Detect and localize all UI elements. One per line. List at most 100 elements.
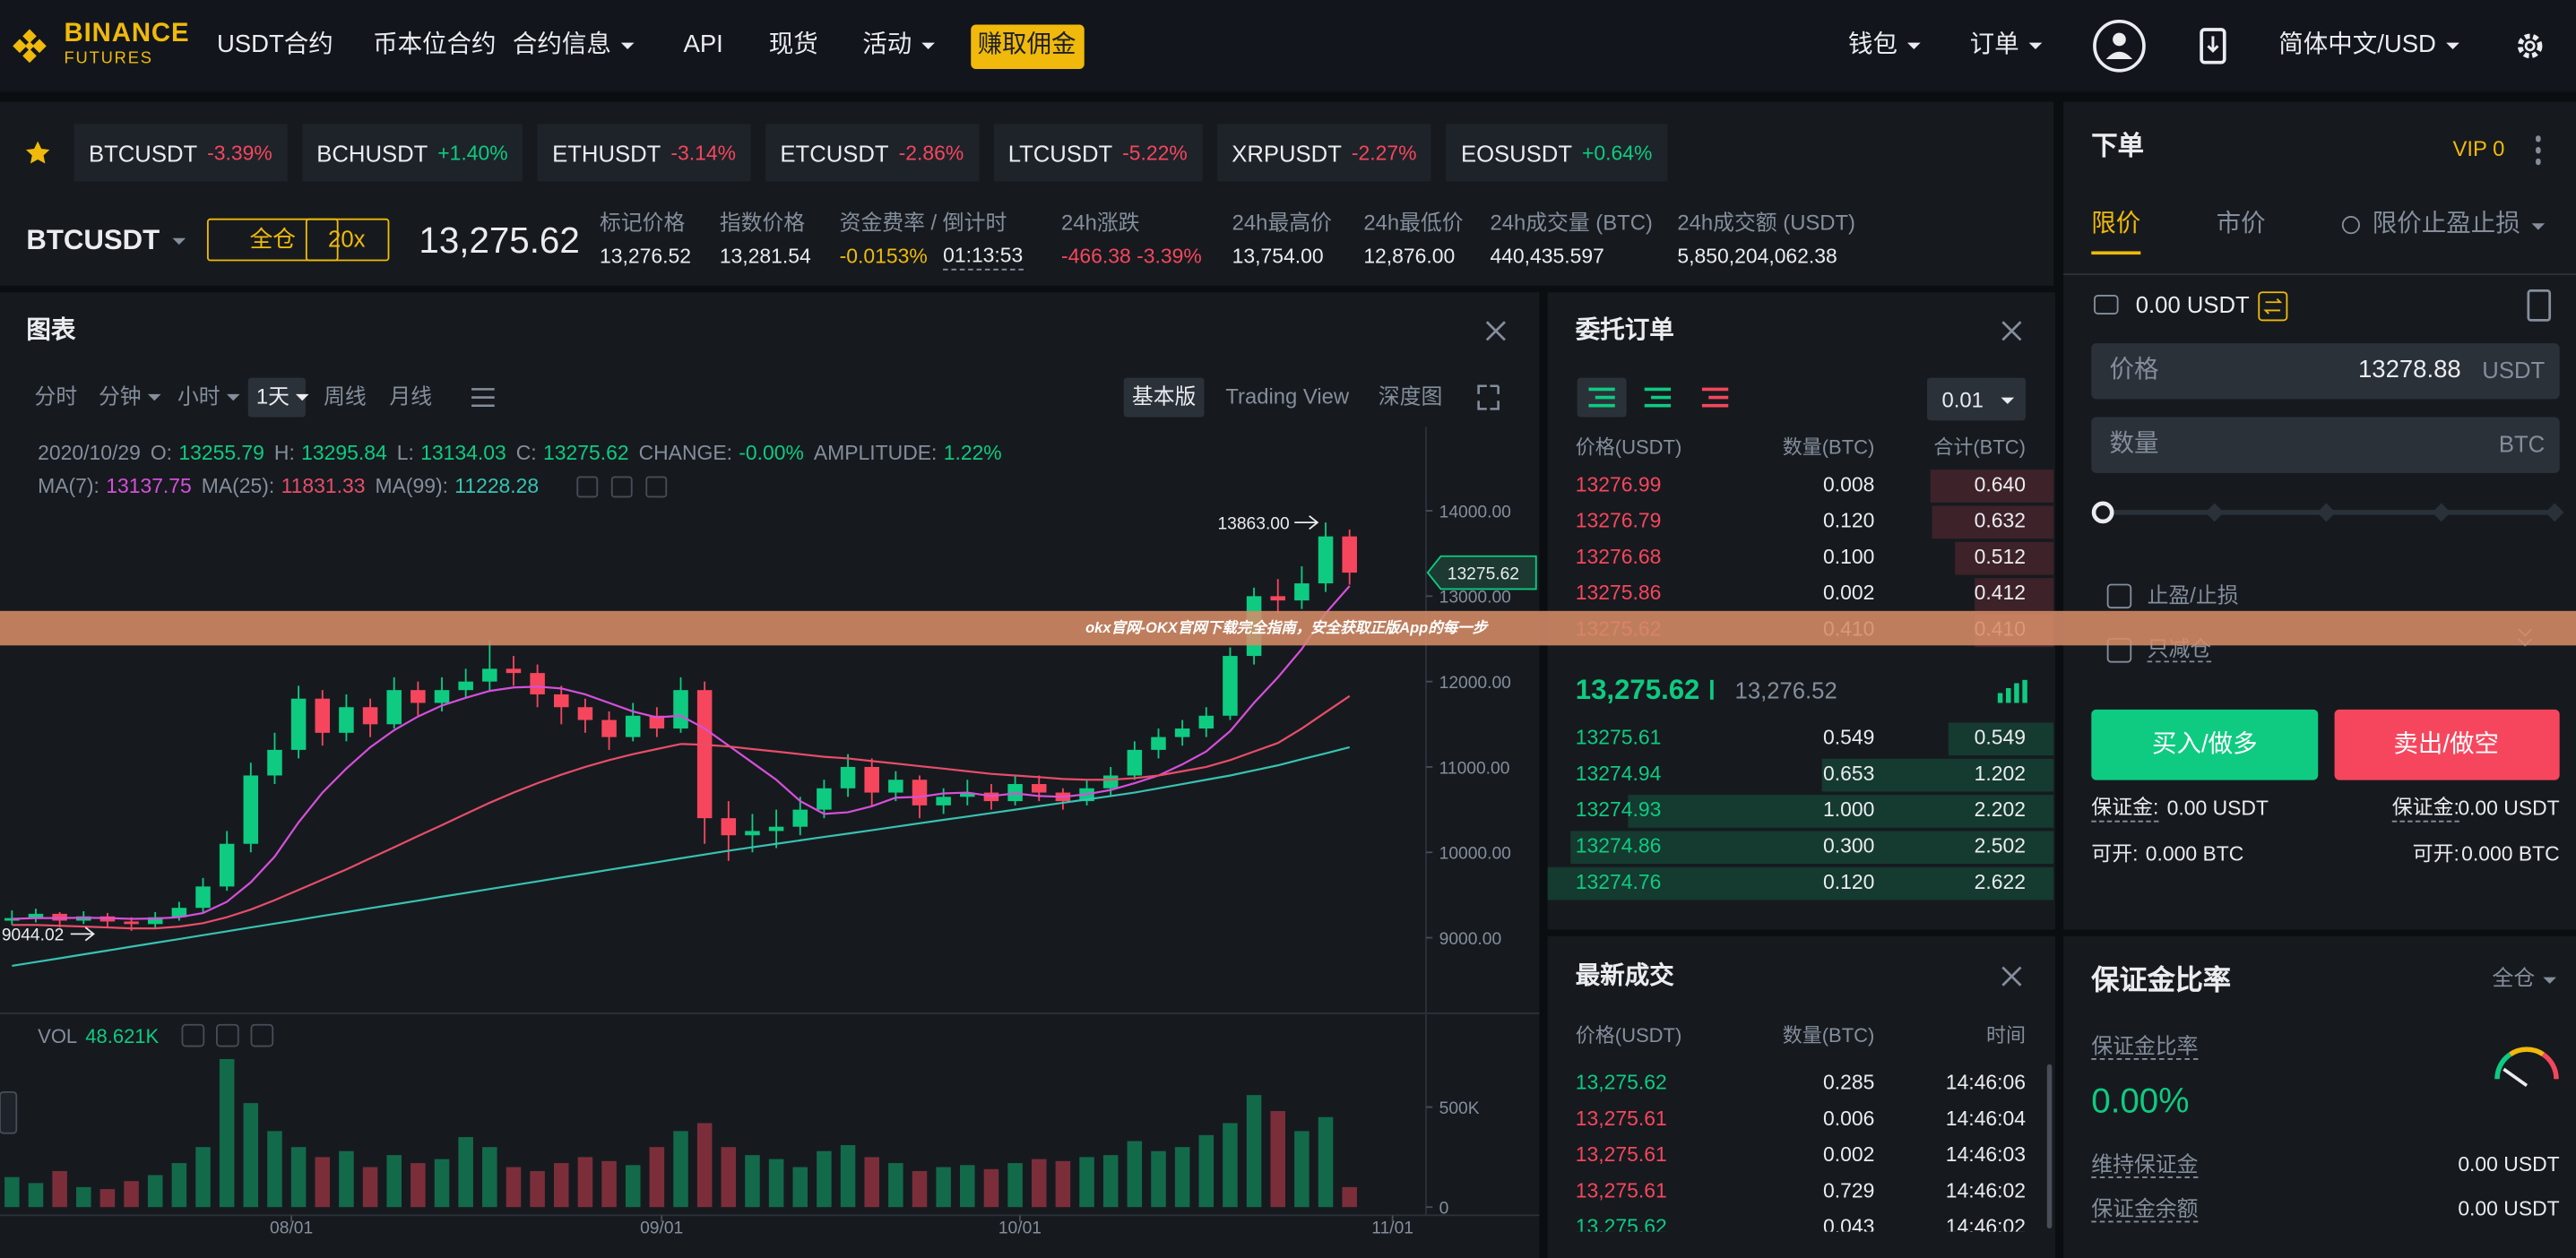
margin-mode-box[interactable] — [206, 218, 339, 262]
book-price[interactable]: 13275.86 — [1575, 582, 1662, 605]
nav-item[interactable]: 订单 — [1969, 30, 2019, 59]
option-label[interactable]: 止盈/止损 — [2147, 582, 2239, 607]
book-price[interactable]: 13275.61 — [1575, 726, 1662, 750]
interval-option[interactable]: 月线 — [389, 383, 433, 409]
indicator-icon — [471, 388, 495, 408]
ticker-symbol[interactable]: ETHUSDT — [552, 139, 661, 167]
volume-bar — [1198, 1134, 1215, 1208]
sell-button[interactable] — [2334, 709, 2560, 780]
promo-badge[interactable] — [971, 24, 1085, 69]
order-type-tab[interactable]: 限价 — [2091, 210, 2141, 238]
quantity-input[interactable] — [2091, 417, 2560, 473]
ticker-symbol[interactable]: BCHUSDT — [316, 139, 428, 167]
book-price[interactable]: 13274.94 — [1575, 762, 1662, 786]
interval-option[interactable]: 1天 — [255, 383, 290, 409]
ticker-change[interactable]: +0.64% — [1582, 141, 1653, 165]
book-price[interactable]: 13274.86 — [1575, 834, 1662, 858]
volume-bar — [506, 1167, 522, 1208]
calculator-icon[interactable] — [2527, 289, 2552, 322]
price-input[interactable] — [2091, 343, 2560, 400]
ticker-change[interactable]: -5.22% — [1122, 141, 1188, 165]
order-type-tab[interactable]: 限价止盈止损 — [2372, 210, 2520, 238]
ticker[interactable]: XRPUSDT -2.27% — [1216, 124, 1431, 182]
book-price[interactable]: 13276.79 — [1575, 509, 1662, 533]
precision-value[interactable]: 0.01 — [1941, 387, 1984, 412]
candle-body — [530, 673, 545, 694]
ticker[interactable]: ETCUSDT -2.86% — [765, 124, 979, 182]
nav-item[interactable]: 活动 — [862, 30, 912, 59]
nav-item[interactable]: 币本位合约 — [373, 30, 497, 59]
volume-bar — [1031, 1159, 1047, 1208]
margin-mode[interactable]: 全仓 — [2492, 965, 2536, 990]
interval-option[interactable]: 分钟 — [98, 383, 142, 409]
book-price[interactable]: 13274.76 — [1575, 870, 1662, 894]
ticker[interactable]: BTCUSDT -3.39% — [73, 124, 288, 182]
language-select[interactable]: 简体中文/USD — [2278, 30, 2436, 59]
candle-body — [817, 788, 832, 810]
book-mode-both[interactable] — [1588, 387, 1615, 408]
ticker-symbol[interactable]: LTCUSDT — [1007, 139, 1113, 167]
candle-body — [267, 749, 282, 776]
leverage[interactable]: 20x — [328, 225, 366, 252]
order-type-tab[interactable]: 市价 — [2216, 210, 2266, 238]
nav-item[interactable]: 合约信息 — [512, 30, 611, 59]
ma-line — [12, 745, 1351, 968]
promo-text[interactable]: 赚取佣金 — [977, 30, 1076, 59]
ticker[interactable]: EOSUSDT +0.64% — [1446, 124, 1667, 182]
view-option[interactable]: Trading View — [1225, 383, 1350, 409]
info-icon — [2341, 216, 2360, 235]
ticker-symbol[interactable]: BTCUSDT — [88, 139, 198, 167]
book-price[interactable]: 13276.68 — [1575, 545, 1662, 569]
ticker-change[interactable]: -3.14% — [670, 141, 736, 165]
book-mode-bids[interactable] — [1644, 387, 1672, 408]
ticker[interactable]: BCHUSDT +1.40% — [301, 124, 523, 182]
view-option[interactable]: 深度图 — [1378, 383, 1443, 409]
nav-item[interactable]: 钱包 — [1848, 30, 1898, 59]
legend-toggle[interactable] — [576, 476, 599, 498]
buy-button[interactable] — [2091, 709, 2319, 780]
checkbox[interactable] — [2106, 583, 2132, 609]
book-price[interactable]: 13276.99 — [1575, 473, 1662, 496]
ticker-change[interactable]: -3.39% — [207, 141, 272, 165]
ticker[interactable]: ETHUSDT -3.14% — [537, 124, 751, 182]
margin-mode[interactable]: 全仓 — [249, 225, 296, 252]
interval-option[interactable]: 周线 — [324, 383, 367, 409]
interval-option[interactable]: 分时 — [34, 383, 78, 409]
candle-body — [124, 921, 139, 925]
symbol[interactable]: BTCUSDT — [26, 224, 160, 256]
view-active[interactable] — [1123, 377, 1205, 418]
book-total: 2.502 — [1974, 834, 2026, 858]
input-value[interactable]: 13278.88 — [2357, 356, 2461, 384]
avatar-icon — [2093, 19, 2146, 73]
ticker-change[interactable]: -2.86% — [898, 141, 964, 165]
buy-button-label[interactable]: 买入/做多 — [2151, 730, 2258, 759]
stat-label: 24h成交量 (BTC) — [1490, 210, 1653, 235]
precision-select[interactable] — [1927, 377, 2026, 421]
candle-body — [28, 913, 44, 918]
ticker-symbol[interactable]: EOSUSDT — [1460, 139, 1573, 167]
ticker-change[interactable]: +1.40% — [437, 141, 508, 165]
ticker-symbol[interactable]: XRPUSDT — [1232, 139, 1342, 167]
sell-button-label[interactable]: 卖出/做空 — [2393, 730, 2500, 759]
scrollbar — [2046, 1064, 2053, 1229]
ticker-change[interactable]: -2.27% — [1351, 141, 1417, 165]
book-qty: 0.653 — [1823, 762, 1875, 786]
volume-bar — [1151, 1150, 1166, 1208]
view-option[interactable]: 基本版 — [1131, 383, 1197, 409]
nav-item[interactable]: USDT合约 — [216, 30, 333, 59]
column-header: 价格(USDT) — [1575, 435, 1682, 460]
input-unit: USDT — [2482, 357, 2546, 383]
book-price[interactable]: 13274.93 — [1575, 798, 1662, 822]
nav-item[interactable]: API — [683, 30, 723, 59]
ticker-symbol[interactable]: ETCUSDT — [780, 139, 889, 167]
legend-toggle[interactable] — [610, 476, 633, 498]
volume-bar — [362, 1167, 378, 1208]
leverage-box[interactable] — [305, 218, 390, 262]
transfer-icon[interactable] — [2258, 291, 2288, 322]
nav-item[interactable]: 现货 — [768, 30, 818, 59]
book-mode-asks[interactable] — [1701, 387, 1729, 408]
legend-toggle[interactable] — [645, 476, 668, 498]
ticker[interactable]: LTCUSDT -5.22% — [993, 124, 1203, 182]
slider-handle[interactable] — [2091, 501, 2114, 524]
interval-option[interactable]: 小时 — [177, 383, 220, 409]
